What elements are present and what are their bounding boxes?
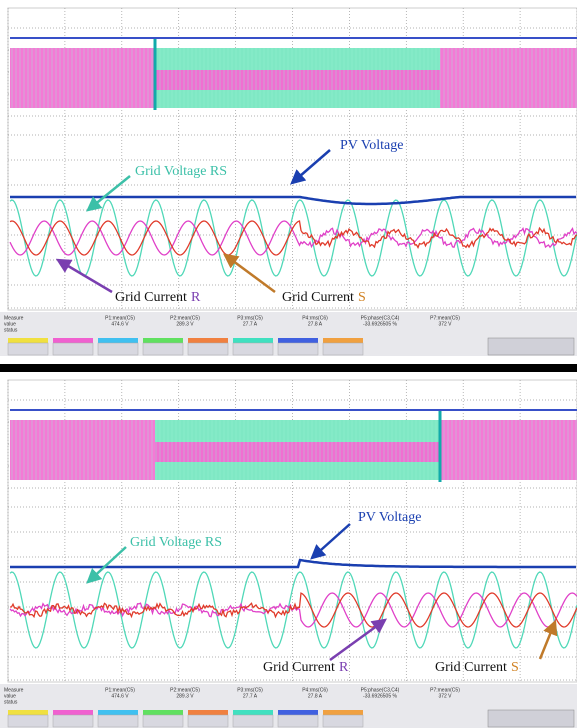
block-pink <box>440 420 577 480</box>
channel-tab <box>278 338 318 343</box>
annotation-letter: S <box>358 290 366 305</box>
annotation-text: Grid Current <box>263 660 335 675</box>
annotation-label: Grid Voltage RS <box>135 164 227 179</box>
annotation-label: PV Voltage <box>358 510 421 525</box>
annotation-text: Grid Current <box>435 660 507 675</box>
channel-box <box>323 343 363 355</box>
measure-value: 27.8 A <box>308 321 323 327</box>
annotation-letter: R <box>339 660 349 675</box>
channel-tab <box>8 338 48 343</box>
page: {"panels": [ {"pv_voltage": "PV Voltage"… <box>0 0 577 728</box>
channel-tab <box>98 710 138 715</box>
channel-tab <box>143 710 183 715</box>
channel-tab <box>98 338 138 343</box>
channel-box <box>188 715 228 727</box>
channel-tab <box>143 338 183 343</box>
measure-value: 27.8 A <box>308 693 323 699</box>
channel-box <box>53 343 93 355</box>
measure-value: 372 V <box>438 321 452 327</box>
annotation-text: Grid Current <box>282 290 354 305</box>
scope-panel: PV Voltage Grid Voltage RS Grid Current R Gr… <box>0 372 577 728</box>
timebase-box <box>488 338 574 355</box>
block-pink <box>440 48 577 108</box>
channel-box <box>143 343 183 355</box>
measure-value: 372 V <box>438 693 452 699</box>
channel-tab <box>53 338 93 343</box>
channel-box <box>188 343 228 355</box>
channel-tab <box>188 338 228 343</box>
annotation-letter: R <box>191 290 201 305</box>
measure-value: 474.6 V <box>111 693 129 699</box>
channel-box <box>8 343 48 355</box>
channel-box <box>278 343 318 355</box>
timebase-box <box>488 710 574 727</box>
channel-tab <box>323 710 363 715</box>
band-pink <box>155 70 440 90</box>
annotation-label: PV Voltage <box>340 138 403 153</box>
annotation-label: Grid Current S <box>435 660 519 675</box>
channel-tab <box>8 710 48 715</box>
measure-value: 27.7 A <box>243 693 258 699</box>
annotation-text: Grid Current <box>115 290 187 305</box>
channel-box <box>323 715 363 727</box>
scope-panel: PV Voltage Grid Voltage RS Grid Current R Gr… <box>0 0 577 364</box>
annotation-letter: S <box>511 660 519 675</box>
measure-label: status <box>4 699 18 705</box>
measure-value: 289.3 V <box>176 321 194 327</box>
figure: PV Voltage Grid Voltage RS Grid Current R Gr… <box>0 0 577 728</box>
channel-tab <box>233 338 273 343</box>
annotation-label: Grid Voltage RS <box>130 535 222 550</box>
separator <box>0 364 577 372</box>
channel-tab <box>188 710 228 715</box>
channel-tab <box>233 710 273 715</box>
channel-box <box>233 715 273 727</box>
annotation-label: Grid Current S <box>282 290 366 305</box>
channel-box <box>233 343 273 355</box>
measure-label: status <box>4 327 18 333</box>
channel-box <box>98 715 138 727</box>
channel-box <box>143 715 183 727</box>
measure-value: 289.3 V <box>176 693 194 699</box>
channel-box <box>98 343 138 355</box>
band-pink <box>155 442 440 462</box>
channel-box <box>8 715 48 727</box>
measure-value: -33.6926505 % <box>363 321 397 327</box>
measure-value: 27.7 A <box>243 321 258 327</box>
measure-value: -33.6926505 % <box>363 693 397 699</box>
channel-tab <box>278 710 318 715</box>
channel-box <box>278 715 318 727</box>
channel-tab <box>323 338 363 343</box>
channel-box <box>53 715 93 727</box>
measure-value: 474.6 V <box>111 321 129 327</box>
channel-tab <box>53 710 93 715</box>
